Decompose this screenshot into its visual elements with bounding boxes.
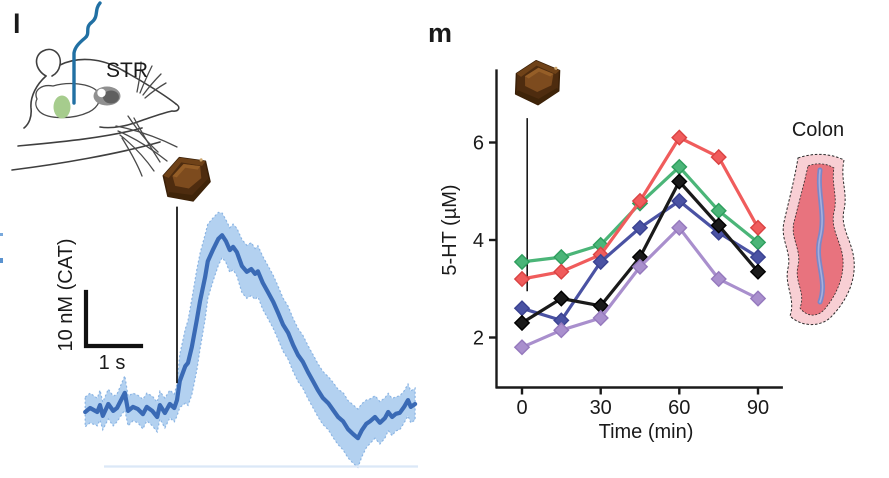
series-red-marker (513, 270, 531, 288)
series-red-marker (710, 148, 727, 166)
mouse-head-back (23, 75, 47, 129)
colon-illustration (782, 153, 855, 325)
series-black-marker (710, 217, 727, 234)
colon-label: Colon (792, 119, 844, 141)
scale-bar-lines (83, 289, 144, 349)
series-purple (513, 219, 767, 356)
edge-artifact (0, 233, 3, 236)
mouse-eye-highlight (97, 88, 106, 98)
chocolate-icon (159, 152, 214, 207)
series-blue-marker (671, 192, 688, 210)
series-red-marker (671, 129, 688, 146)
cat-trace-chart (83, 206, 418, 469)
series-black-marker (513, 314, 531, 332)
series-purple-marker (553, 322, 570, 339)
series-red-marker (749, 219, 767, 236)
series-black-marker (553, 290, 570, 307)
fiber-optic-cannula (72, 1, 102, 105)
panel-m-label: m (428, 18, 452, 48)
series-blue-marker (749, 248, 767, 266)
x-axis-label: Time (min) (599, 421, 694, 443)
y-tick-label: 2 (473, 328, 484, 350)
series-purple-marker (710, 270, 727, 288)
series-purple-marker (671, 219, 688, 236)
series-purple-marker (631, 258, 649, 275)
series-purple-marker (749, 290, 767, 307)
series-blue-marker (592, 253, 609, 271)
mouse-ear (35, 48, 62, 77)
series-blue-marker (631, 219, 649, 236)
mouse-shoulder-line (17, 127, 143, 147)
mouse-eye-pupil (103, 90, 119, 104)
chocolate-icon (513, 58, 562, 108)
series-black (513, 173, 767, 332)
colon-probe-line-highlight (817, 169, 824, 303)
y-tick-label: 4 (473, 230, 484, 252)
scale-bar-amplitude-label: 10 nM (CAT) (55, 239, 77, 352)
trace-mean-line (83, 233, 418, 441)
scale-bar-time-label: 1 s (99, 352, 126, 374)
series-green-marker (513, 253, 531, 271)
mouse-jaw (99, 103, 180, 129)
str-label: STR (106, 59, 148, 82)
x-tick-label: 60 (668, 397, 690, 419)
series-purple-marker (513, 339, 531, 356)
scale-bar: 1 s 10 nM (CAT) (55, 239, 144, 374)
x-tick-label: 90 (747, 397, 769, 419)
series-green-marker (553, 248, 570, 266)
mouse-head-top (59, 58, 177, 105)
mouse-body-line (11, 141, 161, 171)
series-red-marker (553, 263, 570, 280)
x-tick-label: 0 (516, 397, 527, 419)
mouse-snout-whiskers (115, 115, 178, 177)
series-purple-marker (592, 309, 609, 327)
mouse-head-drawing (11, 1, 180, 177)
series-red-marker (631, 192, 649, 210)
series-black-marker (749, 263, 767, 280)
series-red (513, 129, 767, 288)
x-tick-label: 30 (590, 397, 612, 419)
panel-l: l (0, 1, 418, 469)
panel-l-label: l (13, 9, 21, 39)
y-tick-label: 6 (473, 133, 484, 155)
series-black-marker (671, 173, 688, 190)
striatum-highlight (53, 95, 71, 119)
y-axis-label: 5-HT (µM) (439, 184, 461, 275)
trace-sem-band (84, 211, 416, 469)
series-blue-marker (513, 300, 531, 317)
edge-artifact (0, 258, 3, 263)
mouse-brow-whiskers (136, 61, 167, 99)
